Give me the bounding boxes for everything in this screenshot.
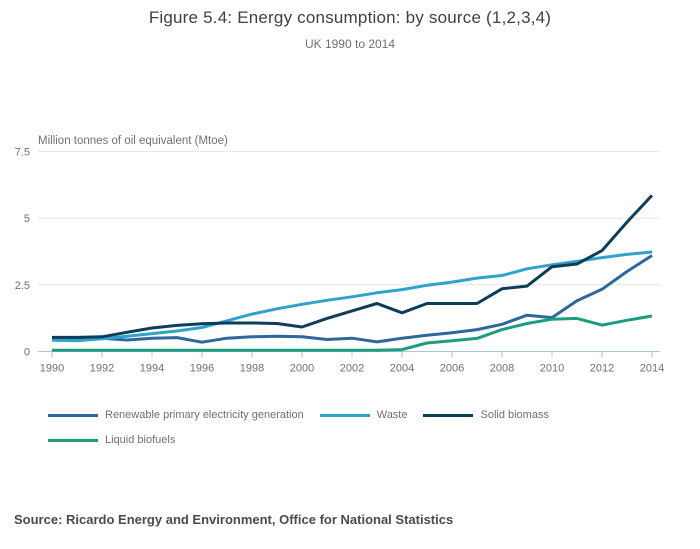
x-axis-tick-label: 2006 [440,363,464,375]
series-line-waste [51,250,653,343]
legend-label: Renewable primary electricity generation [105,409,304,421]
x-axis-tick-label: 1990 [40,363,64,375]
legend-label: Solid biomass [480,409,549,421]
y-axis-tick-label: 2.5 [15,280,30,292]
y-axis-tick-label: 7.5 [15,146,30,158]
legend-swatch-liquid-biofuels [48,438,98,442]
y-axis-tick-label: 0 [24,347,30,359]
legend-item-liquid-biofuels: Liquid biofuels [48,433,175,447]
legend-item-solid-biomass: Solid biomass [423,408,549,422]
legend-swatch-waste [319,413,370,417]
x-axis-tick-label: 2014 [640,363,664,375]
series-line-liquid-biofuels [52,314,653,352]
x-axis-tick-label: 2002 [340,363,364,375]
x-axis-tick-label: 2008 [490,363,514,375]
x-axis-tick-label: 2000 [290,363,314,375]
legend-item-renewable-primary-electricity-generation: Renewable primary electricity generation [48,408,304,422]
legend-swatch-renewable-primary-electricity-generation [48,413,98,417]
x-axis-tick-label: 1998 [240,363,264,375]
legend-item-waste: Waste [319,408,408,422]
chart-subtitle: UK 1990 to 2014 [304,37,396,51]
line-chart-plot: 0 2.5 5 7.5 1990 1992 1994 1996 1998 2000 2002 2004… [15,146,665,375]
series-line-renewable-primary-electricity-generation [51,254,653,344]
x-axis-tick-label: 1992 [90,363,114,375]
source-note: Source: Ricardo Energy and Environment, … [14,512,454,527]
x-axis-tick-label: 2010 [540,363,564,375]
chart-legend: Renewable primary electricity generation… [48,408,668,447]
x-axis-tick-label: 1996 [190,363,214,375]
series-line-solid-biomass [52,194,654,339]
x-axis-tick-label: 2004 [390,363,414,375]
y-axis-tick-label: 5 [24,213,30,225]
y-axis-title: Million tonnes of oil equivalent (Mtoe) [38,135,228,147]
chart-title: Figure 5.4: Energy consumption: by sourc… [148,8,552,27]
legend-label: Waste [376,409,408,421]
x-axis-tick-label: 2012 [590,363,614,375]
legend-label: Liquid biofuels [105,434,176,446]
x-axis-tick-label: 1994 [140,363,164,375]
legend-swatch-solid-biomass [423,413,474,417]
